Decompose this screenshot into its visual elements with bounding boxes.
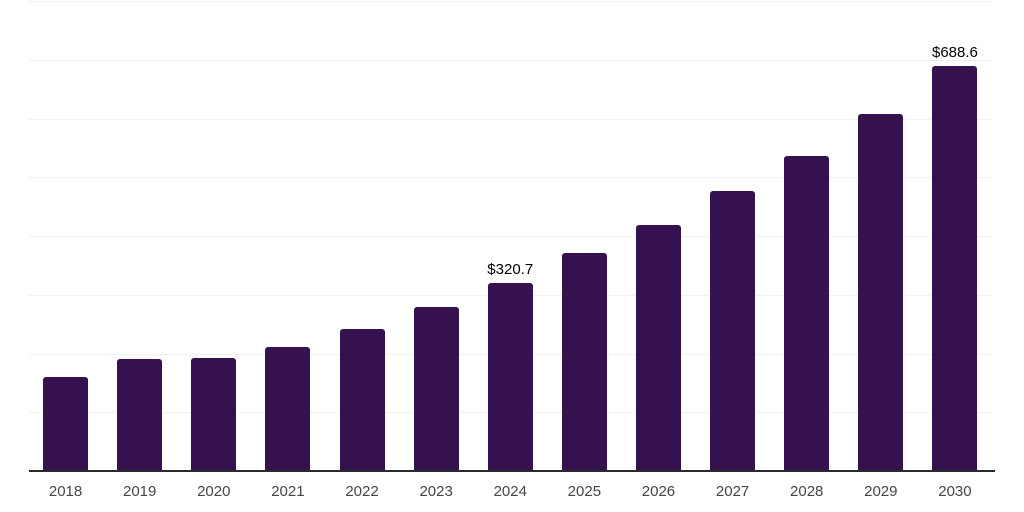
bar-2023 (413, 307, 459, 470)
gridline-800 (28, 1, 992, 2)
gridline-700 (28, 59, 992, 61)
x-tick-label-2023: 2023 (419, 483, 453, 500)
x-tick-label-2030: 2030 (938, 483, 972, 500)
x-tick-label-2025: 2025 (567, 483, 602, 500)
bar-2022 (339, 329, 385, 470)
bar-2026 (635, 225, 681, 470)
bar-2020 (191, 358, 237, 470)
bar-value-label-2030: $688.6 (931, 44, 978, 62)
x-tick-label-2024: 2024 (493, 483, 527, 500)
bar-2019 (117, 359, 163, 470)
x-tick-label-2022: 2022 (345, 483, 379, 500)
x-axis-line (28, 470, 995, 472)
bar-value-label-2024: $320.7 (487, 260, 534, 278)
bar-2025 (561, 253, 607, 470)
x-tick-label-2019: 2019 (122, 483, 157, 500)
gridline-500 (28, 177, 992, 179)
x-tick-label-2020: 2020 (197, 483, 231, 500)
bar-2029 (858, 113, 904, 470)
x-tick-label-2026: 2026 (641, 483, 676, 500)
bar-2021 (265, 347, 311, 470)
bar-2030 (932, 66, 978, 470)
bar-2018 (43, 377, 89, 470)
bar-2024 (487, 282, 533, 470)
gridline-600 (28, 118, 992, 120)
x-tick-label-2021: 2021 (271, 483, 305, 500)
x-tick-label-2018: 2018 (48, 483, 83, 500)
x-tick-label-2027: 2027 (715, 483, 750, 500)
bar-2027 (710, 191, 756, 470)
bar-2028 (784, 155, 830, 470)
x-tick-label-2029: 2029 (864, 483, 898, 500)
gridline-400 (28, 236, 992, 237)
x-tick-label-2028: 2028 (790, 483, 824, 500)
